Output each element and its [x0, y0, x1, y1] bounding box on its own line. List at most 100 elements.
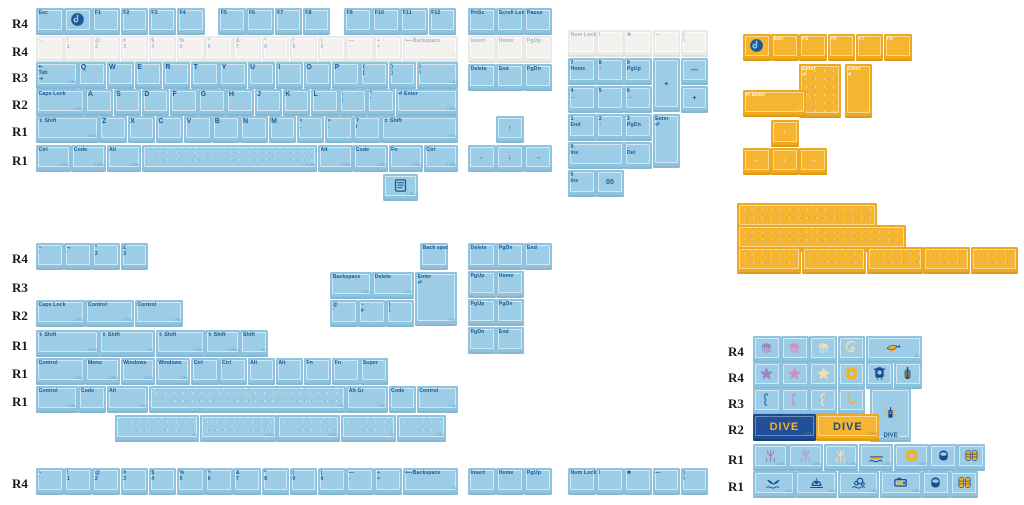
raft-icon[interactable]: 1.25U	[858, 444, 894, 471]
keycap-9[interactable]: ( 9	[289, 468, 318, 495]
keycap-ctrl[interactable]: Ctrl 1.25U	[36, 145, 71, 172]
keycap-i[interactable]: I	[275, 62, 304, 89]
flippers-icon[interactable]	[957, 444, 986, 471]
keycap-2[interactable]: @ 2	[92, 36, 120, 63]
keycap--[interactable]: < ,	[296, 116, 325, 143]
keycap-end[interactable]: End	[496, 64, 524, 91]
keycap-shift[interactable]: ⇧ Shift 2.25U	[36, 116, 99, 143]
coral-pink-icon[interactable]: 1.25U	[788, 444, 823, 471]
keycap-4[interactable]: $ 4	[148, 468, 177, 495]
keycap-r[interactable]: R	[162, 62, 191, 89]
keycap-enter[interactable]: ⏎ Enter 2.25U	[743, 90, 806, 117]
keycap-tab[interactable]: ⇤ Tab ⇥ 1.5U	[36, 62, 78, 89]
keycap-shift[interactable]: ⇧ Shift 2U	[99, 330, 156, 357]
keycap-code[interactable]: Code 1.25U	[353, 145, 388, 172]
keycap-end[interactable]: End	[524, 243, 552, 270]
keycap-enter[interactable]: Enter ⏎ ISO	[799, 64, 842, 119]
keycap-y[interactable]: Y	[219, 62, 247, 89]
keycap-s[interactable]: S	[113, 89, 142, 116]
keycap--[interactable]: " '	[367, 89, 395, 116]
keycap-8[interactable]: * 8	[261, 36, 290, 63]
seahorse-blue-icon[interactable]	[753, 388, 781, 415]
keycap-caps-lock[interactable]: Caps Lock 1.75U	[36, 89, 85, 116]
keycap-back-space[interactable]: Back space	[420, 243, 448, 270]
keycap-6[interactable]: ^ 6	[205, 36, 233, 63]
diver-head-icon[interactable]	[922, 471, 950, 498]
starfish-purple-icon[interactable]	[753, 362, 781, 389]
diving-bell-icon[interactable]: 1.5U	[795, 471, 837, 498]
keycap-3[interactable]: £ 3	[120, 243, 149, 270]
keycap-[interactable]: →	[524, 145, 552, 172]
keycap-d[interactable]: D	[141, 89, 170, 116]
keycap-00[interactable]: 00	[596, 170, 624, 197]
keycap-u[interactable]: U	[247, 62, 276, 89]
keycap-windows[interactable]: Windows 1.25U	[120, 358, 156, 385]
keycap-m[interactable]: M	[268, 116, 297, 143]
keycap-shift[interactable]: ⇧ Shift 2.75U	[381, 116, 459, 143]
keycap-shift[interactable]: ⇧ Shift 1.75U	[155, 330, 205, 357]
keycap-home[interactable]: Home	[496, 468, 524, 495]
keycap-pgup[interactable]: PgUp	[524, 468, 552, 495]
keycap-8[interactable]: * 8	[261, 468, 290, 495]
starfish-cream-icon[interactable]	[809, 362, 837, 389]
keycap-e[interactable]: E	[134, 62, 163, 89]
keycap-k[interactable]: K	[282, 89, 311, 116]
keycap-[interactable]: /	[596, 30, 624, 57]
keycap-code[interactable]: Code	[78, 386, 106, 413]
keycap-blank[interactable]: 2.25U	[277, 415, 340, 442]
keycap-z[interactable]: Z	[99, 116, 128, 143]
coral-cream-icon[interactable]: 1.25U	[823, 444, 859, 471]
keycap-blank[interactable]	[923, 247, 971, 274]
keycap-blank[interactable]	[971, 247, 1019, 274]
diver-head-icon[interactable]	[929, 444, 957, 471]
keycap-2[interactable]: @ 2	[92, 468, 120, 495]
keycap-alt[interactable]: Alt	[247, 358, 276, 385]
keycap-[interactable]: +	[652, 58, 681, 113]
keycap-f7[interactable]: F7	[274, 8, 303, 35]
keycap-blank[interactable]	[866, 247, 923, 274]
seahorse-cream-icon[interactable]	[809, 388, 837, 415]
keycap-[interactable]: →	[799, 148, 827, 175]
keycap-insert[interactable]: Insert	[468, 36, 496, 63]
keycap-pgup[interactable]: PgUp	[468, 271, 496, 298]
keycap-[interactable]: +	[680, 86, 709, 113]
keycap-dive-spacebar[interactable]: DIVE 2.25U	[753, 414, 816, 441]
starfish-pink-icon[interactable]	[781, 362, 809, 389]
keycap-b[interactable]: B	[212, 116, 240, 143]
keycap-pgdn[interactable]: PgDn	[496, 243, 524, 270]
keycap--[interactable]: | \ 1.5U	[416, 62, 459, 89]
keycap-windows[interactable]: Windows 1.25U	[155, 358, 191, 385]
keycap-del[interactable]: . Del	[624, 142, 652, 169]
coral-purple-icon[interactable]: 1.25U	[753, 444, 788, 471]
keycap-ctrl[interactable]: Ctrl 1.25U	[423, 145, 459, 172]
keycap--[interactable]: ~ `	[36, 243, 64, 270]
keycap--[interactable]: — -	[346, 468, 374, 495]
keycap-end[interactable]: End	[496, 327, 524, 354]
keycap-h[interactable]: H	[226, 89, 254, 116]
keycap--[interactable]: ~ `	[36, 36, 64, 63]
keycap--[interactable]: ~ `	[36, 468, 64, 495]
keycap-7[interactable]: & 7	[233, 36, 261, 63]
keycap--[interactable]: — -	[346, 36, 374, 63]
keycap-pgdn[interactable]: PgDn	[496, 299, 524, 326]
dive-logo-icon[interactable]	[743, 34, 771, 61]
keycap-f5[interactable]: F5	[799, 34, 827, 61]
keycap--[interactable]: | \	[386, 300, 414, 327]
keycap--[interactable]: ? /	[353, 116, 381, 143]
tuna-fish-icon[interactable]: 2U	[865, 336, 922, 363]
keycap-backspace[interactable]: ⟵Backspace 2U	[402, 468, 459, 495]
keycap--[interactable]: 4 ←	[568, 86, 596, 113]
keycap-enter[interactable]: Enter ⏎ ISO	[415, 272, 457, 327]
keycap-3[interactable]: # 3	[120, 36, 149, 63]
keycap-blank[interactable]: 7U	[148, 386, 346, 413]
keycap-num-lock[interactable]: Num Lock	[568, 30, 596, 57]
keycap-[interactable]: —	[652, 30, 681, 57]
keycap-pgdn[interactable]: PgDn	[524, 64, 552, 91]
keycap-[interactable]: ✱	[624, 468, 652, 495]
keycap-1[interactable]: ! 1	[64, 468, 92, 495]
keycap-j[interactable]: J	[254, 89, 283, 116]
keycap--[interactable]: > .	[325, 116, 353, 143]
keycap-f6[interactable]: F6	[246, 8, 274, 35]
keycap-pgdn[interactable]: 3 PgDn	[624, 114, 652, 141]
keycap-a[interactable]: A	[85, 89, 113, 116]
